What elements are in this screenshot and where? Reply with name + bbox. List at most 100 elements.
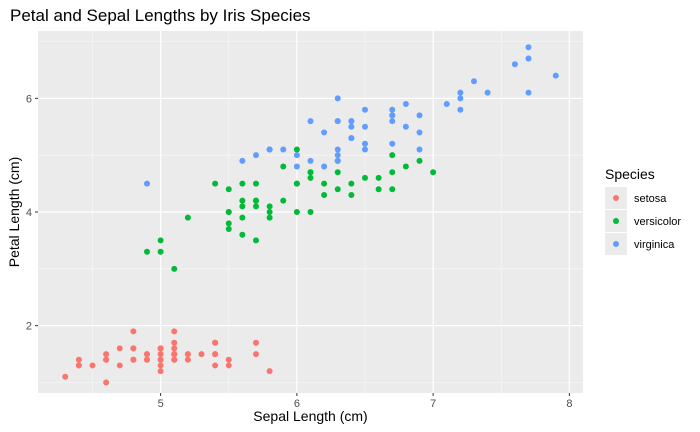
point-virginica — [266, 146, 273, 153]
point-virginica — [334, 157, 341, 164]
x-tick-label: 5 — [158, 398, 164, 410]
point-virginica — [389, 112, 396, 119]
point-versicolor — [307, 209, 314, 215]
point-virginica — [362, 106, 368, 113]
point-versicolor — [348, 191, 355, 198]
point-setosa — [130, 356, 137, 363]
point-virginica — [457, 95, 464, 102]
legend-label-setosa: setosa — [634, 193, 667, 205]
point-virginica — [416, 112, 423, 119]
x-tick-label: 7 — [430, 398, 436, 410]
point-setosa — [130, 345, 137, 352]
point-virginica — [443, 101, 450, 108]
point-setosa — [198, 351, 205, 358]
point-versicolor — [253, 197, 259, 204]
point-versicolor — [430, 169, 437, 176]
point-virginica — [321, 129, 328, 136]
point-versicolor — [334, 186, 341, 193]
point-versicolor — [239, 203, 246, 210]
point-virginica — [362, 123, 368, 130]
y-tick-label: 6 — [26, 93, 32, 105]
point-versicolor — [307, 174, 314, 181]
point-versicolor — [389, 152, 396, 159]
point-setosa — [212, 339, 219, 346]
point-versicolor — [239, 214, 246, 221]
legend-label-virginica: virginica — [634, 239, 675, 251]
point-setosa — [89, 362, 96, 369]
point-virginica — [402, 101, 409, 108]
point-setosa — [253, 351, 259, 358]
point-virginica — [239, 157, 246, 164]
point-virginica — [416, 146, 423, 153]
point-virginica — [525, 44, 532, 51]
point-versicolor — [184, 214, 191, 221]
point-setosa — [171, 351, 178, 358]
point-versicolor — [280, 197, 287, 204]
point-versicolor — [253, 237, 259, 244]
x-tick-label: 6 — [294, 398, 300, 410]
point-setosa — [103, 351, 110, 358]
point-versicolor — [253, 203, 259, 210]
point-setosa — [144, 356, 150, 363]
point-virginica — [293, 163, 300, 170]
point-versicolor — [157, 248, 164, 255]
point-versicolor — [171, 265, 178, 272]
point-virginica — [484, 89, 491, 96]
point-setosa — [157, 368, 164, 375]
point-virginica — [307, 157, 314, 164]
point-setosa — [103, 356, 110, 363]
data-points — [62, 44, 559, 386]
point-versicolor — [389, 169, 396, 176]
point-setosa — [253, 339, 259, 346]
point-setosa — [266, 368, 273, 375]
point-versicolor — [225, 209, 232, 215]
point-versicolor — [389, 186, 396, 193]
point-virginica — [280, 146, 287, 153]
point-virginica — [457, 106, 464, 113]
point-setosa — [171, 345, 178, 352]
point-virginica — [389, 140, 396, 147]
point-setosa — [103, 379, 110, 386]
point-virginica — [144, 180, 150, 187]
point-virginica — [293, 152, 300, 159]
point-versicolor — [266, 203, 273, 210]
axis-ticks: 5 6 7 8 2 4 6 — [26, 93, 573, 410]
point-versicolor — [334, 169, 341, 176]
point-setosa — [157, 362, 164, 369]
point-virginica — [416, 129, 423, 136]
y-tick-label: 2 — [26, 321, 32, 333]
point-versicolor — [212, 180, 219, 187]
legend: Species setosa versicolor virginica — [605, 166, 681, 255]
point-versicolor — [416, 157, 423, 164]
y-axis-title: Petal Length (cm) — [6, 157, 22, 268]
point-setosa — [184, 356, 191, 363]
point-versicolor — [239, 197, 246, 204]
point-virginica — [253, 152, 259, 159]
legend-label-versicolor: versicolor — [634, 216, 681, 228]
point-versicolor — [362, 174, 368, 181]
y-tick-label: 4 — [26, 207, 32, 219]
point-setosa — [75, 356, 82, 363]
point-versicolor — [307, 169, 314, 176]
point-virginica — [471, 78, 477, 85]
point-versicolor — [293, 180, 300, 187]
point-setosa — [212, 351, 219, 358]
point-setosa — [157, 356, 164, 363]
point-versicolor — [375, 174, 382, 181]
point-virginica — [389, 106, 396, 113]
x-axis-title: Sepal Length (cm) — [253, 408, 367, 424]
point-setosa — [144, 351, 150, 358]
point-virginica — [334, 95, 341, 102]
point-setosa — [225, 356, 232, 363]
chart-title: Petal and Sepal Lengths by Iris Species — [10, 6, 311, 25]
point-virginica — [552, 72, 559, 79]
point-setosa — [171, 328, 178, 335]
point-setosa — [75, 362, 82, 369]
legend-keys: setosa versicolor virginica — [605, 187, 681, 255]
point-versicolor — [375, 186, 382, 193]
point-virginica — [525, 55, 532, 62]
point-virginica — [348, 123, 355, 130]
point-setosa — [212, 362, 219, 369]
point-versicolor — [266, 209, 273, 215]
